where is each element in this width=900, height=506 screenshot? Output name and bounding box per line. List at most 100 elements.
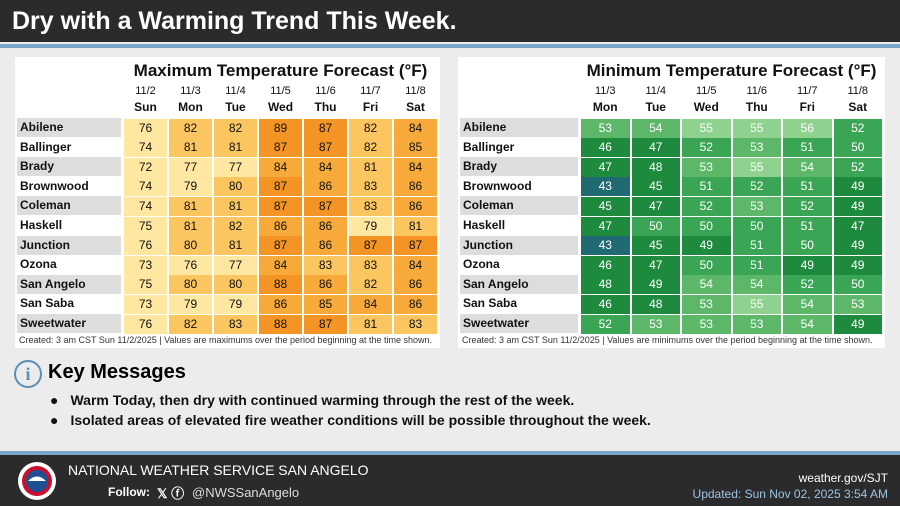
temp-cell: 52 <box>833 157 882 177</box>
handle[interactable]: @NWSSanAngelo <box>192 485 300 500</box>
temp-cell: 76 <box>169 255 212 275</box>
note: Created: 3 am CST Sun 11/2/2025 | Values… <box>19 335 433 345</box>
temp-cell: 80 <box>214 177 257 197</box>
temp-cell: 46 <box>581 294 630 314</box>
temp-cell: 86 <box>304 177 347 197</box>
min-panel: Minimum Temperature Forecast (°F) 11/3 Mon… <box>458 57 885 348</box>
website[interactable]: weather.gov/SJT <box>798 471 888 485</box>
temp-cell: 55 <box>732 157 781 177</box>
temp-cell: 76 <box>124 314 167 334</box>
date: 11/3 <box>594 85 616 97</box>
temp-cell: 87 <box>259 196 302 216</box>
temp-cell: 47 <box>833 216 882 236</box>
office: NATIONAL WEATHER SERVICE SAN ANGELO <box>68 462 369 478</box>
header: Dry with a Warming Trend This Week. <box>0 0 900 42</box>
temp-cell: 43 <box>581 236 630 256</box>
temp-cell: 49 <box>783 255 832 275</box>
city: Coleman <box>460 196 578 216</box>
temp-cell: 46 <box>581 138 630 158</box>
city: San Saba <box>460 294 578 314</box>
temp-cell: 73 <box>124 255 167 275</box>
temp-cell: 79 <box>349 216 392 236</box>
temp-cell: 87 <box>304 314 347 334</box>
temp-cell: 80 <box>169 275 212 295</box>
date: 11/8 <box>847 85 869 97</box>
day: Thu <box>314 100 337 114</box>
follow: Follow: <box>108 485 150 499</box>
max-panel: Maximum Temperature Forecast (°F) 11/2 Sun… <box>15 57 440 348</box>
temp-cell: 51 <box>732 236 781 256</box>
temp-cell: 82 <box>214 118 257 138</box>
temp-cell: 54 <box>783 157 832 177</box>
temp-cell: 52 <box>682 196 731 216</box>
temp-cell: 81 <box>214 138 257 158</box>
temp-cell: 88 <box>259 314 302 334</box>
temp-cell: 77 <box>169 157 212 177</box>
date: 11/4 <box>645 85 667 97</box>
temp-cell: 47 <box>581 157 630 177</box>
info-icon: i <box>14 360 42 388</box>
temp-cell: 52 <box>581 314 630 334</box>
temp-cell: 73 <box>124 294 167 314</box>
temp-cell: 87 <box>304 196 347 216</box>
social-icons: 𝕏 ⓕ <box>157 486 185 501</box>
key-title: Key Messages <box>48 361 186 383</box>
temp-cell: 74 <box>124 138 167 158</box>
temp-cell: 84 <box>349 294 392 314</box>
title: Dry with a Warming Trend This Week. <box>12 7 457 35</box>
temp-cell: 53 <box>682 157 731 177</box>
temp-cell: 82 <box>169 118 212 138</box>
temp-cell: 81 <box>214 196 257 216</box>
temp-cell: 50 <box>631 216 680 236</box>
temp-cell: 79 <box>214 294 257 314</box>
temp-cell: 53 <box>682 314 731 334</box>
temp-cell: 48 <box>581 275 630 295</box>
temp-cell: 45 <box>631 177 680 197</box>
temp-cell: 82 <box>169 314 212 334</box>
temp-cell: 49 <box>682 236 731 256</box>
temp-cell: 53 <box>732 138 781 158</box>
date: 11/3 <box>180 85 201 97</box>
temp-cell: 55 <box>732 294 781 314</box>
city: Ballinger <box>17 137 121 157</box>
city: Ballinger <box>460 137 578 157</box>
table-title: Maximum Temperature Forecast (°F) <box>133 61 428 80</box>
temp-cell: 43 <box>581 177 630 197</box>
temp-cell: 45 <box>581 196 630 216</box>
day: Sun <box>134 100 157 114</box>
city: Brady <box>460 157 578 177</box>
city: Brownwood <box>460 176 578 196</box>
footer: NATIONAL WEATHER SERVICE SAN ANGELO Foll… <box>0 455 900 506</box>
city: Ozona <box>17 255 121 275</box>
temp-cell: 86 <box>304 275 347 295</box>
temp-cell: 87 <box>304 118 347 138</box>
day: Tue <box>225 100 246 114</box>
temp-cell: 52 <box>783 275 832 295</box>
city: Brownwood <box>17 176 121 196</box>
temp-cell: 87 <box>259 236 302 256</box>
city: Brady <box>17 157 121 177</box>
nws-logo <box>18 462 56 500</box>
temp-cell: 87 <box>394 236 437 256</box>
temp-cell: 76 <box>124 118 167 138</box>
temp-cell: 83 <box>349 196 392 216</box>
temp-cell: 53 <box>732 314 781 334</box>
day: Tue <box>645 100 666 114</box>
temp-cell: 50 <box>682 216 731 236</box>
city: Sweetwater <box>460 314 578 333</box>
bullet: ● Warm Today, then dry with continued war… <box>50 392 575 408</box>
temp-cell: 87 <box>259 177 302 197</box>
city: Haskell <box>17 216 121 235</box>
temp-cell: 54 <box>783 294 832 314</box>
temp-cell: 48 <box>631 157 680 177</box>
temp-cell: 84 <box>394 255 437 275</box>
date: 11/6 <box>746 85 768 97</box>
temp-cell: 55 <box>732 118 781 138</box>
temp-cell: 87 <box>259 138 302 158</box>
temp-cell: 53 <box>732 196 781 216</box>
city: Ozona <box>460 255 578 275</box>
day: Sat <box>406 100 425 114</box>
temp-cell: 54 <box>783 314 832 334</box>
temp-cell: 86 <box>259 294 302 314</box>
temp-cell: 53 <box>581 118 630 138</box>
